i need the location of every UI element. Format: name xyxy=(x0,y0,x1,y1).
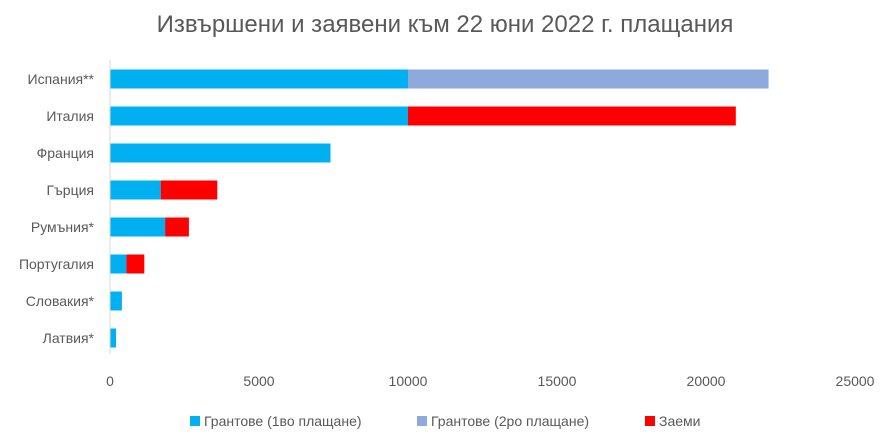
x-tick-label: 5000 xyxy=(243,373,274,389)
legend-swatch xyxy=(645,416,655,426)
bar-1-6 xyxy=(110,254,127,274)
bar-1-1 xyxy=(110,69,408,89)
bar-1-4 xyxy=(110,180,161,200)
category-labels: Испания** Италия Франция Гърция Румъния* Порт… xyxy=(19,71,95,346)
category-label: Словакия* xyxy=(26,293,95,309)
category-label: Италия xyxy=(46,108,94,124)
legend-item: Заеми xyxy=(645,413,700,429)
legend-label: Грантове (2ро плащане) xyxy=(431,413,589,429)
category-label: Португалия xyxy=(19,256,94,272)
bar-1-7 xyxy=(110,291,122,311)
category-label: Гърция xyxy=(46,182,94,198)
bar-3-2 xyxy=(408,106,736,126)
legend-label: Заеми xyxy=(659,413,700,429)
category-label: Румъния* xyxy=(31,219,95,235)
legend-swatch xyxy=(417,416,427,426)
legend-label: Грантове (1во плащане) xyxy=(204,413,362,429)
bar-3-4 xyxy=(160,180,218,200)
legend-item: Грантове (2ро плащане) xyxy=(417,413,589,429)
legend: Грантове (1во плащане) Грантове (2ро плащ… xyxy=(190,413,700,429)
bar-1-2 xyxy=(110,106,408,126)
category-label: Латвия* xyxy=(43,330,95,346)
bar-2-1 xyxy=(408,69,769,89)
category-label: Франция xyxy=(37,145,94,161)
bar-1-5 xyxy=(110,217,166,237)
x-tick-labels: 0 5000 10000 15000 20000 25000 xyxy=(106,373,875,389)
x-tick-label: 15000 xyxy=(538,373,577,389)
legend-item: Грантове (1во плащане) xyxy=(190,413,362,429)
x-tick-label: 0 xyxy=(106,373,114,389)
bar-3-5 xyxy=(165,217,189,237)
chart-title: Извършени и заявени към 22 юни 2022 г. п… xyxy=(157,11,734,38)
legend-swatch xyxy=(190,416,200,426)
bars-group xyxy=(110,69,769,348)
bar-1-3 xyxy=(110,143,331,163)
bar-1-8 xyxy=(110,328,116,348)
x-tick-label: 25000 xyxy=(836,373,875,389)
category-label: Испания** xyxy=(28,71,95,87)
x-tick-label: 10000 xyxy=(389,373,428,389)
x-tick-label: 20000 xyxy=(687,373,726,389)
bar-3-6 xyxy=(126,254,145,274)
